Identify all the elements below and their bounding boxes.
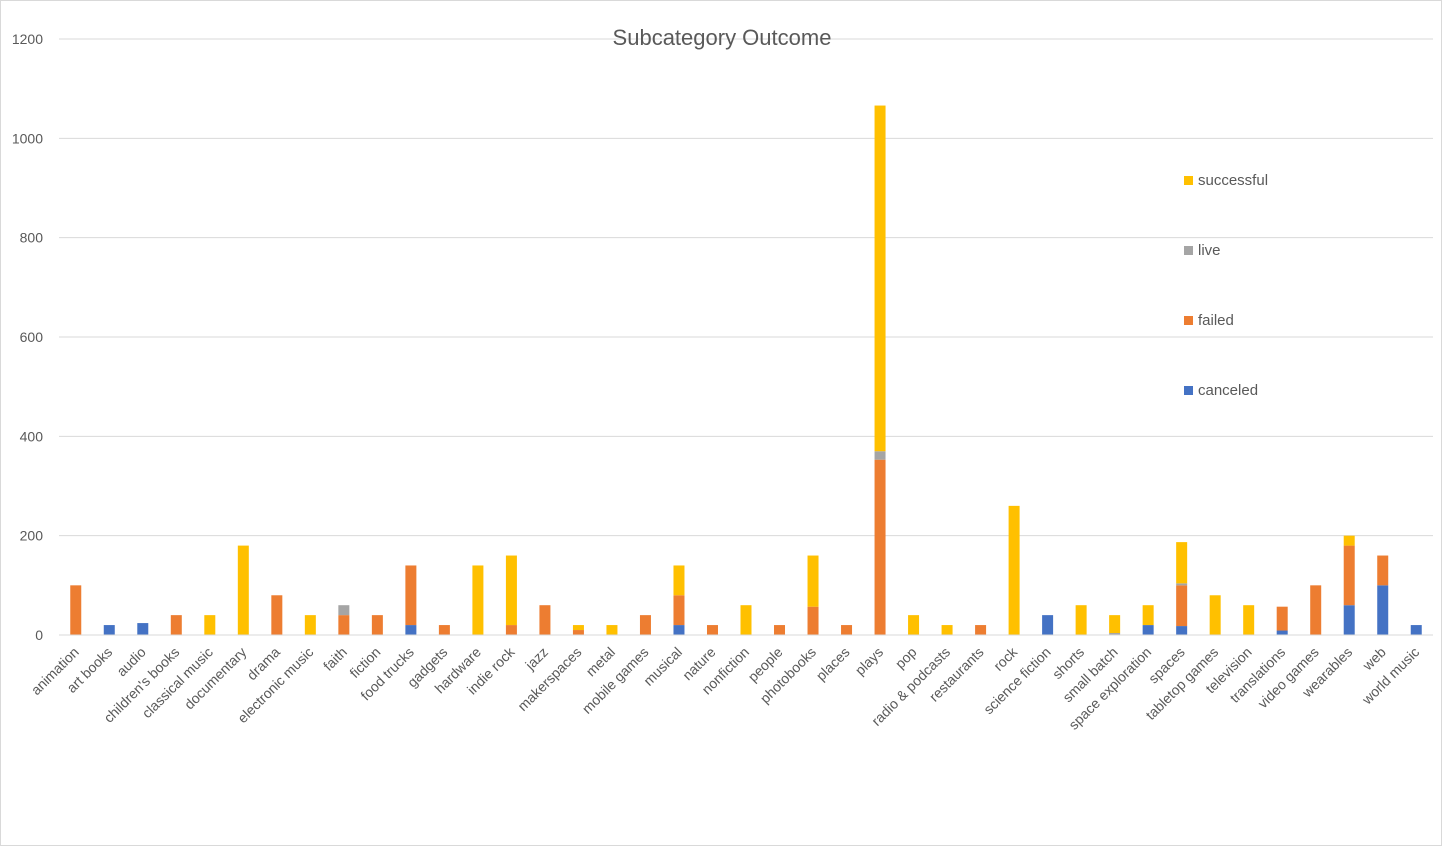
x-tick-label: places bbox=[813, 644, 853, 684]
bar-failed bbox=[405, 565, 417, 626]
bar-successful bbox=[807, 555, 819, 607]
legend-label-successful: successful bbox=[1198, 172, 1268, 189]
bar-successful bbox=[1209, 595, 1221, 635]
bar-failed bbox=[706, 625, 718, 635]
bar-canceled bbox=[673, 625, 685, 635]
bar-successful bbox=[941, 625, 953, 635]
bars bbox=[70, 105, 1422, 635]
bar-failed bbox=[539, 605, 551, 635]
bar-failed bbox=[1276, 606, 1288, 631]
bar-failed bbox=[338, 615, 350, 635]
bar-live bbox=[1109, 633, 1121, 635]
chart-title: Subcategory Outcome bbox=[613, 25, 832, 50]
y-tick-label: 400 bbox=[20, 428, 44, 444]
bar-successful bbox=[1176, 542, 1188, 584]
y-tick-label: 800 bbox=[20, 230, 44, 246]
bar-live bbox=[1176, 583, 1188, 586]
bar-failed bbox=[1377, 555, 1389, 586]
bar-successful bbox=[572, 625, 584, 631]
bar-successful bbox=[1075, 605, 1087, 635]
bar-failed bbox=[841, 625, 853, 635]
bar-successful bbox=[304, 615, 316, 635]
bar-live bbox=[338, 605, 350, 616]
bar-canceled bbox=[103, 625, 115, 635]
bar-canceled bbox=[1142, 625, 1154, 635]
bar-failed bbox=[874, 459, 886, 635]
y-axis-ticks: 0 200 400 600 800 1000 1200 bbox=[12, 31, 43, 643]
bar-failed bbox=[1310, 585, 1322, 635]
bar-canceled bbox=[137, 623, 149, 635]
bar-successful bbox=[472, 565, 484, 635]
y-tick-label: 0 bbox=[35, 627, 43, 643]
bar-failed bbox=[170, 615, 182, 635]
y-tick-label: 1200 bbox=[12, 31, 43, 47]
bar-successful bbox=[1008, 505, 1020, 635]
bar-failed bbox=[639, 615, 651, 635]
bar-failed bbox=[505, 625, 517, 635]
bar-failed bbox=[673, 595, 685, 626]
bar-live bbox=[874, 451, 886, 460]
bar-canceled bbox=[1042, 615, 1054, 635]
bar-successful bbox=[606, 625, 618, 635]
y-tick-label: 1000 bbox=[12, 130, 43, 146]
bar-successful bbox=[1142, 605, 1154, 626]
x-tick-label: pop bbox=[892, 644, 920, 672]
bar-successful bbox=[1109, 615, 1121, 634]
legend-swatch-live bbox=[1184, 246, 1193, 255]
bar-failed bbox=[807, 606, 819, 635]
legend-swatch-canceled bbox=[1184, 386, 1193, 395]
bar-failed bbox=[271, 595, 283, 635]
bar-successful bbox=[673, 565, 685, 596]
bar-failed bbox=[1343, 545, 1355, 606]
bar-canceled bbox=[1176, 626, 1188, 635]
bar-successful bbox=[237, 545, 249, 635]
bar-failed bbox=[572, 630, 584, 635]
bar-successful bbox=[874, 105, 886, 452]
bar-canceled bbox=[1410, 625, 1422, 635]
bar-successful bbox=[740, 605, 752, 635]
bar-failed bbox=[975, 625, 987, 635]
bar-canceled bbox=[1377, 585, 1389, 635]
x-tick-label: plays bbox=[852, 644, 886, 678]
bar-failed bbox=[1176, 585, 1188, 627]
bar-failed bbox=[438, 625, 450, 635]
bar-successful bbox=[1343, 535, 1355, 546]
bar-canceled bbox=[1343, 605, 1355, 635]
legend-swatch-failed bbox=[1184, 316, 1193, 325]
y-tick-label: 200 bbox=[20, 528, 44, 544]
legend-label-live: live bbox=[1198, 242, 1221, 259]
y-tick-label: 600 bbox=[20, 329, 44, 345]
bar-successful bbox=[505, 555, 517, 626]
bar-failed bbox=[371, 615, 383, 635]
legend-swatch-successful bbox=[1184, 176, 1193, 185]
gridlines bbox=[59, 38, 1433, 537]
bar-canceled bbox=[405, 625, 417, 635]
bar-successful bbox=[908, 615, 920, 635]
legend-label-failed: failed bbox=[1198, 312, 1234, 329]
bar-failed bbox=[70, 585, 82, 635]
bar-successful bbox=[204, 615, 216, 635]
legend-label-canceled: canceled bbox=[1198, 382, 1258, 399]
legend: successful live failed canceled bbox=[1184, 172, 1268, 399]
bar-failed bbox=[774, 625, 786, 635]
x-tick-label: jazz bbox=[521, 644, 551, 674]
bar-successful bbox=[1243, 605, 1255, 635]
bar-canceled bbox=[1276, 630, 1288, 635]
